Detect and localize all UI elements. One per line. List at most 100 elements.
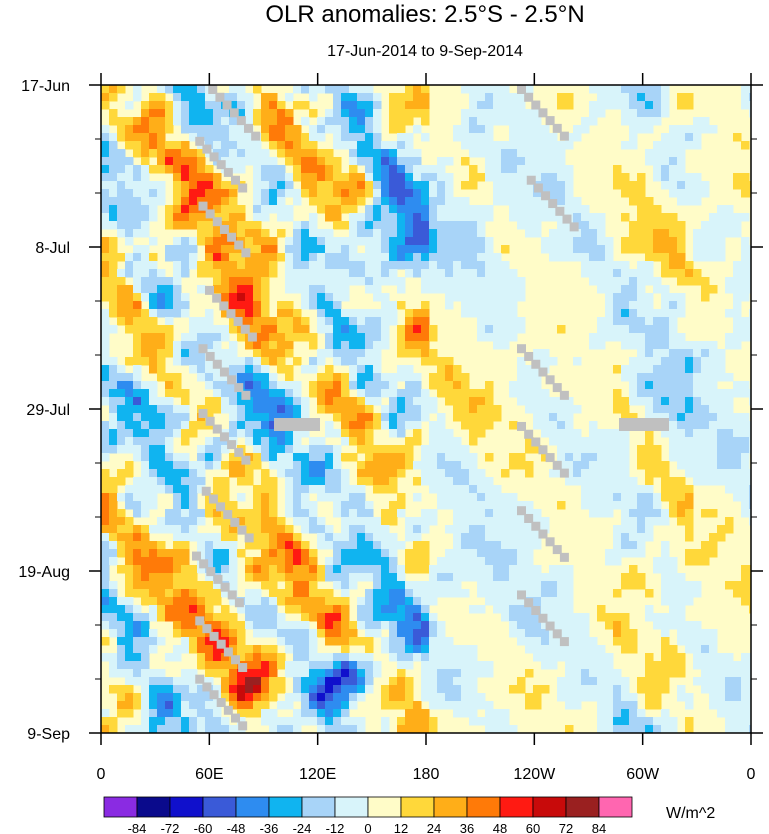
anomaly-cell [741, 93, 750, 102]
anomaly-cell [141, 133, 150, 142]
anomaly-cell [109, 293, 118, 302]
anomaly-cell [725, 341, 734, 350]
anomaly-cell [333, 389, 342, 398]
anomaly-cell [549, 165, 558, 174]
anomaly-cell [173, 429, 182, 438]
anomaly-cell [309, 485, 318, 494]
anomaly-cell [173, 541, 182, 550]
anomaly-cell [445, 293, 454, 302]
anomaly-cell [261, 685, 270, 694]
anomaly-cell [205, 645, 214, 654]
anomaly-cell [573, 653, 582, 662]
anomaly-cell [173, 381, 182, 390]
anomaly-cell [269, 397, 278, 406]
anomaly-cell [365, 501, 374, 510]
anomaly-cell [445, 669, 454, 678]
anomaly-cell [365, 213, 374, 222]
anomaly-cell [693, 349, 702, 358]
anomaly-cell [533, 117, 542, 126]
anomaly-cell [301, 277, 310, 286]
anomaly-cell [309, 149, 318, 158]
anomaly-cell [293, 437, 302, 446]
anomaly-cell [301, 173, 310, 182]
anomaly-cell [269, 197, 278, 206]
anomaly-cell [325, 541, 334, 550]
anomaly-cell [709, 237, 718, 246]
anomaly-cell [669, 397, 678, 406]
anomaly-cell [301, 613, 310, 622]
anomaly-cell [637, 389, 646, 398]
anomaly-cell [653, 333, 662, 342]
anomaly-cell [397, 541, 406, 550]
anomaly-cell [349, 277, 358, 286]
anomaly-cell [285, 629, 294, 638]
anomaly-cell [485, 581, 494, 590]
anomaly-cell [373, 581, 382, 590]
anomaly-cell [261, 93, 270, 102]
anomaly-cell [301, 165, 310, 174]
anomaly-cell [229, 597, 238, 606]
anomaly-cell [749, 509, 751, 518]
anomaly-cell [637, 381, 646, 390]
anomaly-cell [141, 397, 150, 406]
anomaly-cell [525, 149, 534, 158]
anomaly-cell [565, 701, 574, 710]
anomaly-cell [261, 413, 270, 422]
anomaly-cell [261, 197, 270, 206]
anomaly-cell [109, 589, 118, 598]
anomaly-cell [461, 413, 470, 422]
anomaly-cell [485, 485, 494, 494]
anomaly-cell [261, 317, 270, 326]
anomaly-cell [485, 293, 494, 302]
anomaly-cell [325, 461, 334, 470]
anomaly-cell [709, 677, 718, 686]
anomaly-cell [237, 461, 246, 470]
anomaly-cell [181, 461, 190, 470]
anomaly-cell [509, 93, 518, 102]
anomaly-cell [197, 333, 206, 342]
anomaly-cell [413, 349, 422, 358]
anomaly-cell [469, 165, 478, 174]
missing-data-block [223, 510, 233, 520]
anomaly-cell [133, 173, 142, 182]
anomaly-cell [189, 693, 198, 702]
anomaly-cell [661, 325, 670, 334]
anomaly-cell [613, 269, 622, 278]
anomaly-cell [245, 413, 254, 422]
anomaly-cell [373, 517, 382, 526]
anomaly-cell [317, 309, 326, 318]
anomaly-cell [421, 589, 430, 598]
anomaly-cell [469, 533, 478, 542]
anomaly-cell [637, 93, 646, 102]
anomaly-cell [341, 693, 350, 702]
anomaly-cell [117, 293, 126, 302]
anomaly-cell [149, 477, 158, 486]
anomaly-cell [221, 261, 230, 270]
anomaly-cell [709, 389, 718, 398]
anomaly-cell [589, 453, 598, 462]
anomaly-cell [277, 301, 286, 310]
x-tick-label: 180 [413, 766, 440, 783]
anomaly-cell [573, 677, 582, 686]
anomaly-cell [349, 557, 358, 566]
anomaly-cell [133, 253, 142, 262]
anomaly-cell [437, 565, 446, 574]
anomaly-cell [229, 669, 238, 678]
colorbar-box [169, 796, 204, 818]
anomaly-cell [669, 557, 678, 566]
anomaly-cell [309, 701, 318, 710]
anomaly-cell [525, 365, 534, 374]
anomaly-cell [117, 117, 126, 126]
anomaly-cell [125, 213, 134, 222]
anomaly-cell [477, 309, 486, 318]
anomaly-cell [661, 589, 670, 598]
anomaly-cell [437, 637, 446, 646]
anomaly-cell [373, 237, 382, 246]
anomaly-cell [109, 133, 118, 142]
anomaly-cell [381, 421, 390, 430]
anomaly-cell [301, 261, 310, 270]
anomaly-cell [237, 709, 246, 718]
anomaly-cell [421, 461, 430, 470]
missing-data-block [240, 324, 250, 334]
anomaly-cell [229, 541, 238, 550]
